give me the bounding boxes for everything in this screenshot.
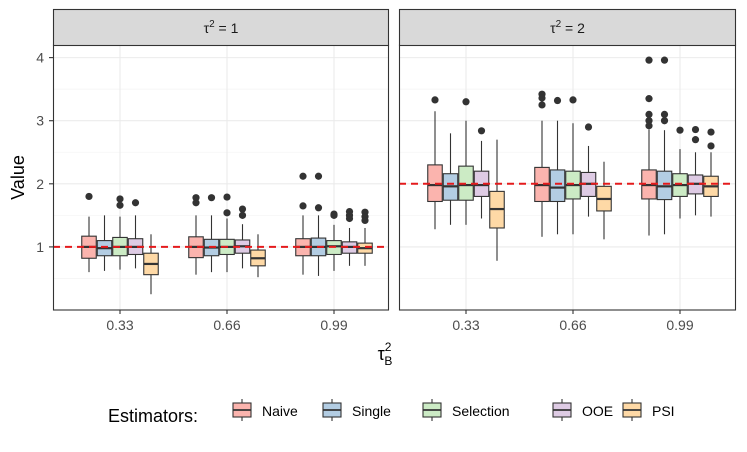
outlier-point	[645, 95, 653, 103]
box-single	[549, 96, 566, 235]
y-tick-label: 1	[36, 239, 44, 255]
x-tick-label: 0.99	[320, 317, 347, 333]
outlier-point	[116, 195, 124, 203]
outlier-point	[584, 123, 593, 131]
panel-background	[53, 45, 389, 310]
outlier-point	[299, 172, 307, 180]
outlier-point	[345, 214, 354, 223]
outlier-point	[645, 122, 653, 130]
box-naive	[534, 90, 550, 237]
outlier-point	[223, 193, 231, 201]
outlier-point	[299, 202, 307, 210]
y-axis-title: Value	[8, 155, 28, 200]
outlier-point	[645, 117, 653, 125]
outlier-point	[192, 194, 200, 202]
x-tick-label: 0.66	[559, 317, 586, 333]
legend-label: Naive	[262, 403, 298, 419]
box-selection	[672, 126, 688, 219]
outlier-point	[676, 126, 684, 134]
outlier-point	[207, 194, 216, 202]
box-psi	[703, 128, 719, 217]
legend-item-single: Single	[320, 398, 391, 422]
outlier-point	[707, 128, 715, 136]
box-selection	[565, 96, 581, 235]
box-single	[96, 215, 113, 271]
legend-item-ooe: OOE	[550, 398, 613, 422]
outlier-point	[314, 204, 323, 212]
legend: Estimators: Naive Single Selection OOE PSI	[108, 398, 675, 426]
outlier-point	[131, 199, 140, 207]
outlier-point	[691, 125, 700, 134]
box-single	[442, 133, 459, 225]
legend-title: Estimators:	[108, 406, 198, 426]
outlier-point	[431, 96, 439, 104]
x-axis-title: τ2 B	[378, 340, 393, 368]
outlier-point	[645, 110, 653, 119]
outlier-point	[330, 211, 338, 219]
outlier-point	[660, 56, 669, 64]
outlier-point	[707, 142, 715, 150]
outlier-point	[477, 127, 486, 135]
outlier-point	[462, 98, 470, 106]
facet-panel: τ2 = 1 0.33 0.66 0.99	[52, 8, 390, 333]
legend-label: PSI	[652, 403, 675, 419]
outlier-point	[192, 199, 200, 207]
facet-strip-label: τ2 = 2	[550, 19, 585, 36]
legend-label: Single	[352, 403, 391, 419]
legend-item-psi: PSI	[620, 398, 675, 422]
outlier-point	[85, 192, 93, 201]
x-tick-label: 0.99	[666, 317, 693, 333]
y-tick-label: 3	[36, 113, 44, 129]
y-tick-label: 2	[36, 176, 44, 192]
outlier-point	[645, 56, 653, 64]
legend-item-naive: Naive	[230, 398, 298, 422]
x-tick-label: 0.66	[213, 317, 240, 333]
box-psi	[596, 161, 612, 240]
box-psi	[489, 139, 505, 261]
facet-panel: τ2 = 2 0.33 0.66 0.99	[398, 8, 737, 333]
facet-strip-label: τ2 = 1	[204, 19, 239, 36]
outlier-point	[538, 101, 546, 109]
box-psi	[143, 234, 159, 295]
facet-strip	[52, 8, 390, 47]
box-body	[549, 169, 566, 203]
outlier-point	[116, 201, 124, 209]
x-tick-label: 0.33	[106, 317, 133, 333]
box-single	[656, 56, 673, 235]
outlier-point	[238, 205, 247, 213]
outlier-point	[553, 96, 562, 105]
y-tick-label: 4	[36, 50, 44, 66]
outlier-point	[691, 136, 700, 144]
facet-strip	[398, 8, 737, 47]
outlier-point	[538, 94, 546, 102]
outlier-point	[569, 96, 577, 104]
legend-item-selection: Selection	[420, 398, 510, 422]
outlier-point	[314, 172, 323, 180]
legend-label: OOE	[582, 403, 613, 419]
outlier-point	[223, 209, 231, 217]
outlier-point	[660, 117, 669, 125]
box-psi	[357, 208, 373, 266]
legend-label: Selection	[452, 403, 510, 419]
outlier-point	[660, 110, 669, 119]
box-naive	[641, 56, 657, 236]
x-tick-label: 0.33	[452, 317, 479, 333]
outlier-point	[238, 211, 247, 219]
outlier-point	[361, 216, 369, 225]
